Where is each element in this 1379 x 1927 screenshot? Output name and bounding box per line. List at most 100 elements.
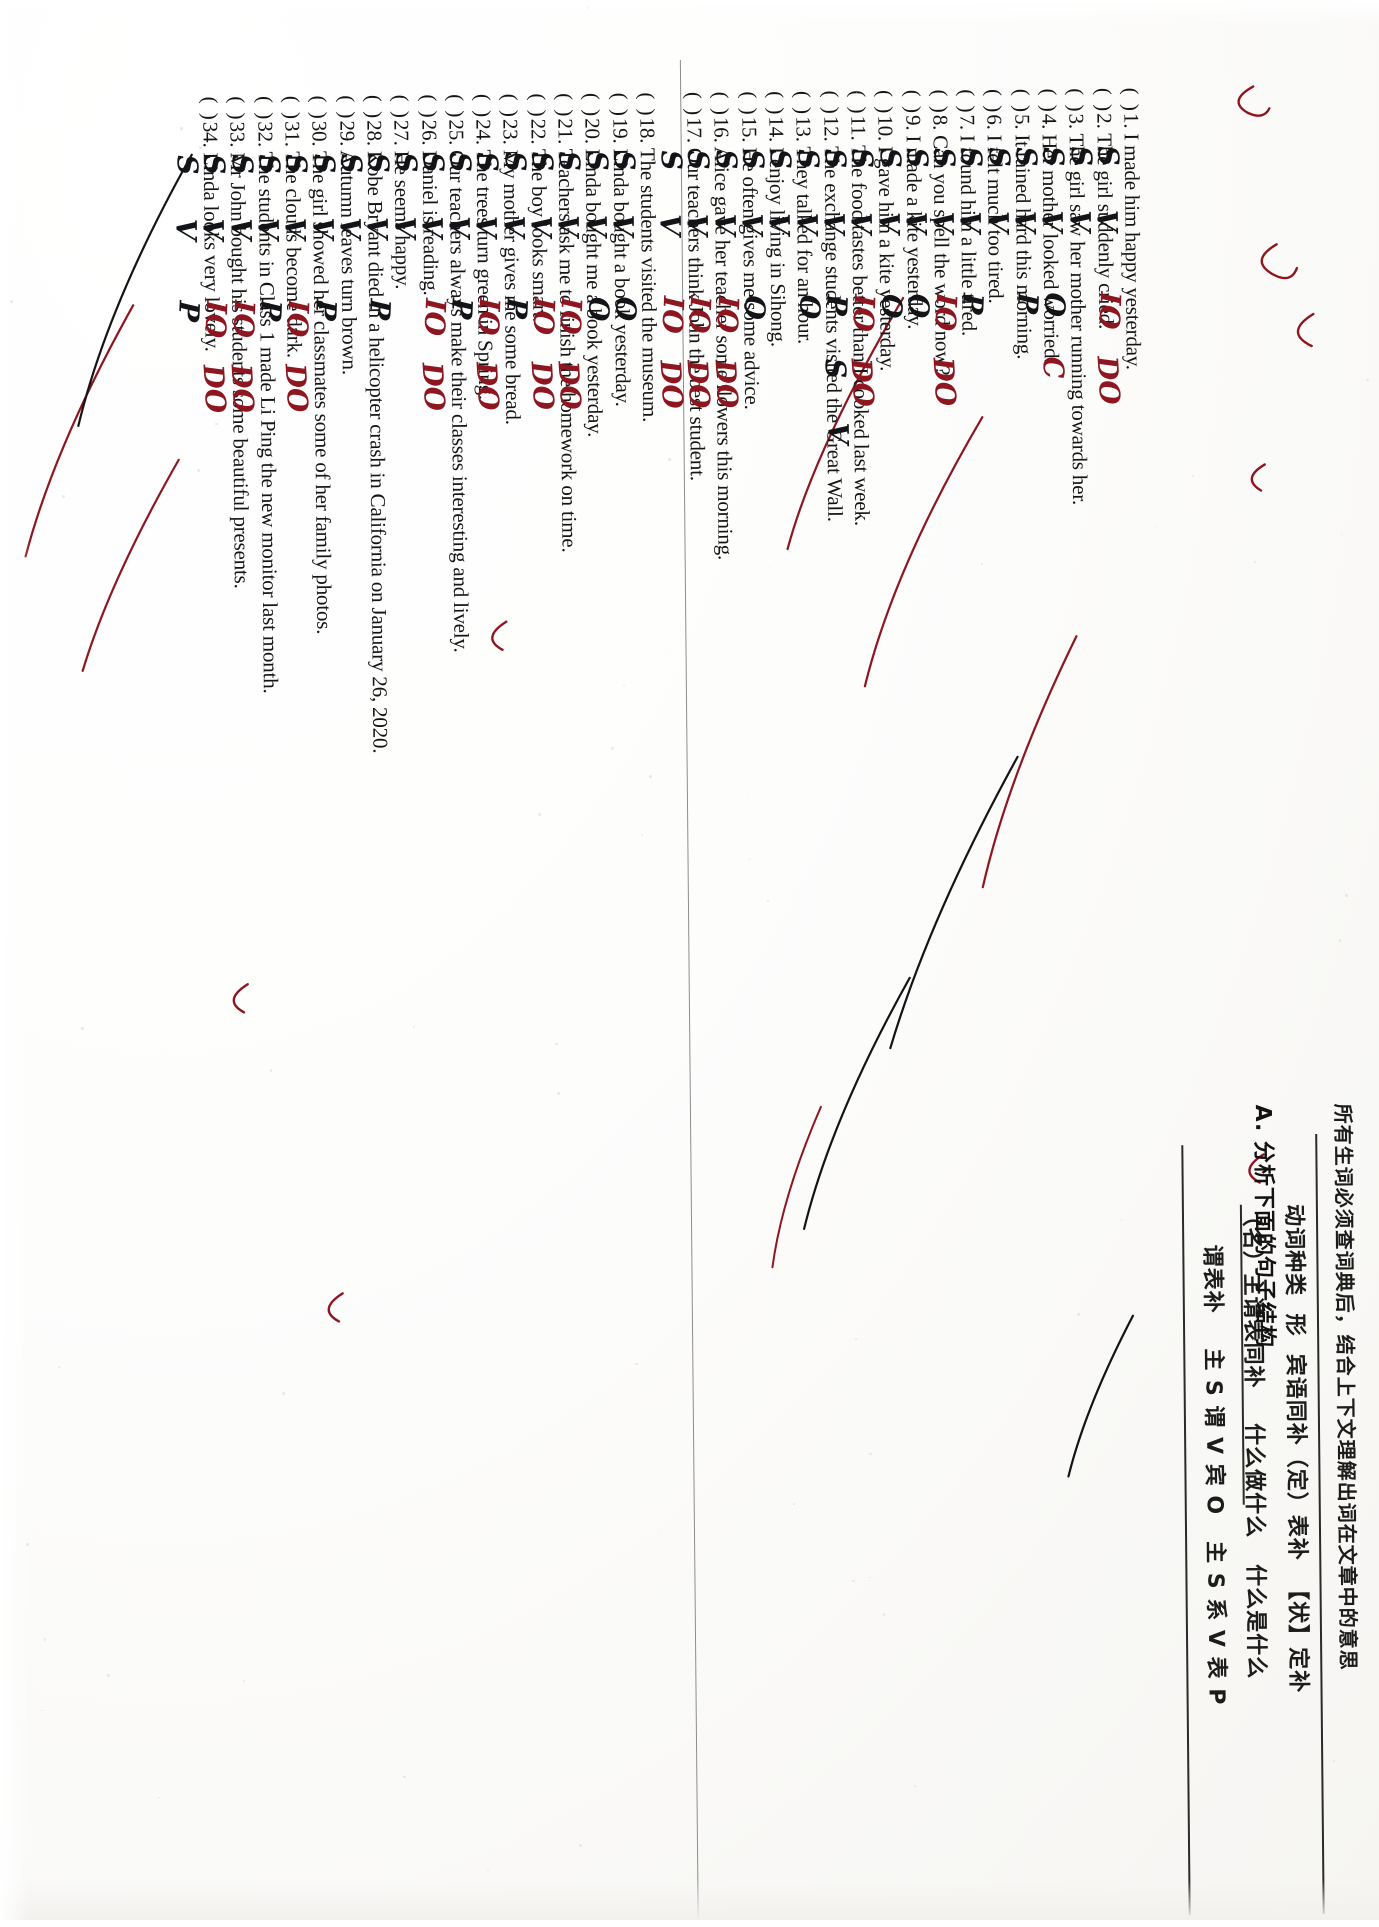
answer-blank[interactable]: ( ) <box>280 96 304 121</box>
answer-blank[interactable]: ( ) <box>736 91 760 116</box>
question-row: ( )23. My mother gives me some bread. <box>497 94 525 425</box>
scan-speckle <box>10 300 13 303</box>
scan-speckle <box>538 813 541 816</box>
question-row: ( )34. Linda looks very lovely. <box>197 96 224 351</box>
scan-speckle <box>62 495 65 498</box>
answer-blank[interactable]: ( ) <box>928 89 952 114</box>
answer-blank[interactable]: ( ) <box>791 91 815 116</box>
answer-blank[interactable]: ( ) <box>1119 88 1143 113</box>
answer-blank[interactable]: ( ) <box>1009 89 1033 114</box>
question-text: The girl suddenly cried. <box>1092 128 1118 329</box>
answer-blank[interactable]: ( ) <box>900 90 924 115</box>
scan-speckle <box>641 834 643 836</box>
answer-blank[interactable]: ( ) <box>498 94 522 119</box>
section-label: A. 分析下面的句子结构 <box>1248 1104 1282 1348</box>
answer-blank[interactable]: ( ) <box>682 92 706 117</box>
answer-blank[interactable]: ( ) <box>1037 88 1061 113</box>
question-text: The boy looks smart. <box>526 144 552 322</box>
question-text: The students visited the museum. <box>635 143 662 422</box>
question-text: Linda looks very lovely. <box>198 147 224 351</box>
answer-blank[interactable]: ( ) <box>334 95 358 120</box>
question-row: ( )2. The girl suddenly cried. <box>1090 88 1117 329</box>
question-number: 21. <box>553 118 577 144</box>
question-text: The students in Class 1 made Li Ping the… <box>253 147 282 694</box>
answer-blank[interactable]: ( ) <box>873 90 897 115</box>
question-row: ( )25. Our teachers always make their cl… <box>443 94 473 652</box>
question-text: The girl saw her mother running towards … <box>1064 129 1092 505</box>
answer-blank[interactable]: ( ) <box>1091 88 1115 113</box>
answer-blank[interactable]: ( ) <box>225 96 249 121</box>
question-text: My mother gives me some bread. <box>499 144 526 424</box>
scan-edge-left <box>0 0 30 1920</box>
question-text: Alice gave her teacher some flowers this… <box>710 142 738 560</box>
answer-blank[interactable]: ( ) <box>307 95 331 120</box>
question-number: 20. <box>580 118 604 144</box>
question-row: ( )11. The food tastes better than I coo… <box>845 90 874 526</box>
question-number: 24. <box>471 119 495 145</box>
answer-blank[interactable]: ( ) <box>444 94 468 119</box>
answer-blank[interactable]: ( ) <box>580 93 604 118</box>
question-number: 13. <box>791 116 815 142</box>
question-text: It rained hard this morning. <box>1010 129 1036 359</box>
answer-blank[interactable]: ( ) <box>1064 88 1088 113</box>
question-text: The girl showed her classmates some of h… <box>308 146 337 634</box>
answer-blank[interactable]: ( ) <box>846 90 870 115</box>
question-text: He often gives me some advice. <box>737 142 764 410</box>
scan-speckle <box>852 297 854 299</box>
question-number: 3. <box>1064 113 1088 129</box>
question-number: 8. <box>928 115 952 131</box>
question-number: 1. <box>1119 113 1143 129</box>
scan-speckle <box>1345 894 1347 896</box>
question-row: ( )29. Autumn leaves turn brown. <box>333 95 361 375</box>
answer-blank[interactable]: ( ) <box>709 92 733 117</box>
question-row: ( )8. Can you spell the word now? <box>927 89 955 375</box>
answer-blank[interactable]: ( ) <box>635 92 659 117</box>
scan-speckle <box>555 1043 557 1045</box>
question-number: 11. <box>846 115 870 140</box>
question-number: 17. <box>682 117 706 143</box>
scan-speckle <box>668 458 671 461</box>
question-row: ( )16. Alice gave her teacher some flowe… <box>708 92 737 561</box>
question-row: ( )19. Linda bought a book yesterday. <box>606 93 634 407</box>
question-row: ( )18. The students visited the museum. <box>634 92 662 422</box>
question-text: Teachers ask me to finish the homework o… <box>553 144 581 553</box>
scan-speckle <box>243 1680 244 1681</box>
answer-blank[interactable]: ( ) <box>525 93 549 118</box>
question-number: 7. <box>955 114 979 130</box>
question-text: I gave him a kite yesterday. <box>873 141 899 371</box>
question-number: 26. <box>417 120 441 146</box>
answer-blank[interactable]: ( ) <box>764 91 788 116</box>
question-number: 19. <box>608 118 632 144</box>
scan-speckle <box>270 1069 272 1071</box>
scanned-page-background: 所有生词必须查词典后，结合上下文理解出词在文章中的意思 动词种类 形 宾语同补（… <box>0 0 1379 1920</box>
question-row: ( )15. He often gives me some advice. <box>735 91 763 409</box>
answer-blank[interactable]: ( ) <box>982 89 1006 114</box>
question-text: Daniel is reading. <box>417 145 442 295</box>
question-text: Kobe Bryant died in a helicopter crash i… <box>362 146 392 754</box>
question-text: Our teachers always make their classes i… <box>444 145 473 653</box>
question-row: ( )21. Teachers ask me to finish the hom… <box>552 93 581 553</box>
answer-blank[interactable]: ( ) <box>471 94 495 119</box>
question-number: 27. <box>389 120 413 146</box>
answer-blank[interactable]: ( ) <box>198 96 222 121</box>
answer-blank[interactable]: ( ) <box>955 89 979 114</box>
question-text: Linda bought me a book yesterday. <box>581 144 608 438</box>
answer-blank[interactable]: ( ) <box>818 90 842 115</box>
question-number: 18. <box>635 118 659 144</box>
question-text: He seems happy. <box>389 146 414 290</box>
question-row: ( )5. It rained hard this morning. <box>1008 89 1036 360</box>
answer-blank[interactable]: ( ) <box>362 95 386 120</box>
question-text: The trees turn green in Spring. <box>471 145 497 400</box>
question-number: 32. <box>253 121 277 147</box>
question-row: ( )10. I gave him a kite yesterday. <box>872 90 900 371</box>
answer-blank[interactable]: ( ) <box>607 93 631 118</box>
question-number: 4. <box>1037 114 1061 130</box>
answer-blank[interactable]: ( ) <box>253 96 277 121</box>
question-number: 22. <box>526 119 550 145</box>
scan-speckle <box>1077 1313 1080 1316</box>
question-number: 25. <box>444 119 468 145</box>
answer-blank[interactable]: ( ) <box>553 93 577 118</box>
answer-blank[interactable]: ( ) <box>389 95 413 120</box>
header-columns-left: 动词种类 形 宾语同补（定）表补 【状】定补 <box>1279 1204 1316 1693</box>
answer-blank[interactable]: ( ) <box>416 94 440 119</box>
